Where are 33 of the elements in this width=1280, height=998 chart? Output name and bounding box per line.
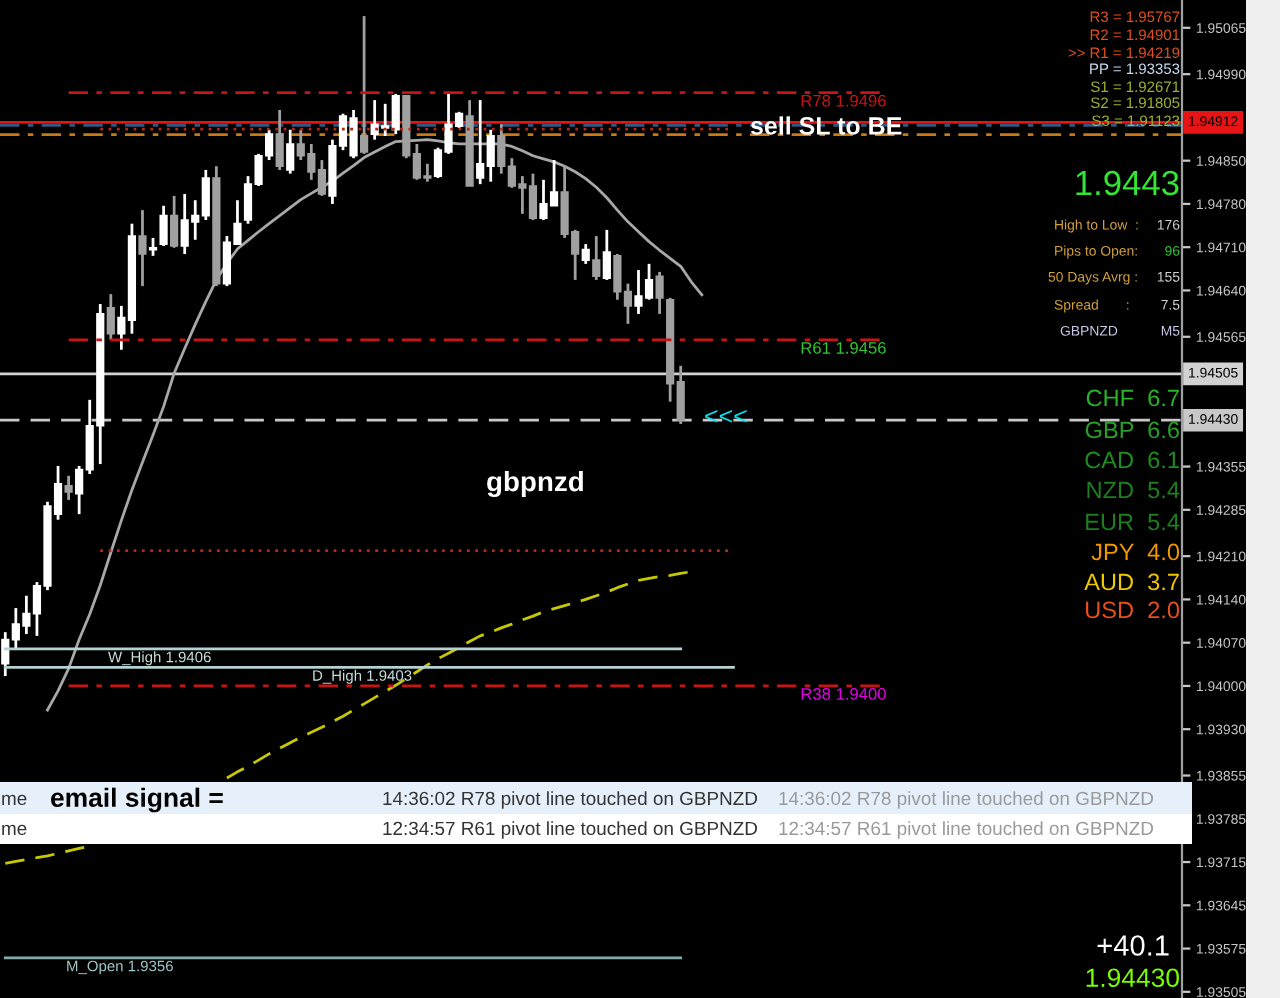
candlestick: [286, 128, 295, 176]
candlestick: [275, 108, 284, 172]
annotation: CAD 6.1: [1085, 451, 1179, 469]
annotation: USD 2.0: [1086, 601, 1180, 619]
annotation: AUD 3.7: [1084, 573, 1179, 591]
candlestick: [159, 204, 168, 248]
candlestick: [581, 242, 590, 266]
annotation: 14:36:02 R78 pivot line touched on GBPNZD: [779, 791, 1153, 809]
candlestick: [602, 228, 611, 282]
candlestick: [106, 292, 115, 342]
series-label: R78 1.9496: [801, 94, 886, 107]
series-label: R38 1.9400: [801, 688, 886, 700]
annotation: 1.9443: [1076, 170, 1179, 196]
candlestick: [170, 194, 179, 250]
annotation: CHF 6.7: [1086, 389, 1179, 407]
candlestick: [138, 208, 147, 288]
annotation: gbpnzd: [487, 470, 583, 498]
annotation: me: [2, 824, 27, 836]
annotation: 14:36:02 R78 pivot line touched on GBPNZD: [383, 791, 757, 809]
candlestick: [64, 474, 73, 502]
annotation: 12:34:57 R61 pivot line touched on GBPNZD: [383, 821, 757, 839]
annotation: GBP 6.6: [1085, 421, 1179, 439]
annotation: 1.94430: [1086, 968, 1179, 988]
annotation: me: [2, 794, 27, 806]
annotation: EUR 5.4: [1086, 513, 1180, 531]
annotation: email signal =: [51, 787, 223, 813]
annotation: NZD 5.4: [1087, 481, 1180, 499]
annotation: 12:34:57 R61 pivot line touched on GBPNZD: [779, 821, 1153, 839]
annotation: JPY 4.0: [1091, 543, 1180, 561]
candlestick: [592, 234, 601, 282]
candlestick: [655, 270, 664, 316]
series-label: R61 1.9456: [801, 341, 886, 354]
annotation: +40.1: [1097, 935, 1169, 956]
